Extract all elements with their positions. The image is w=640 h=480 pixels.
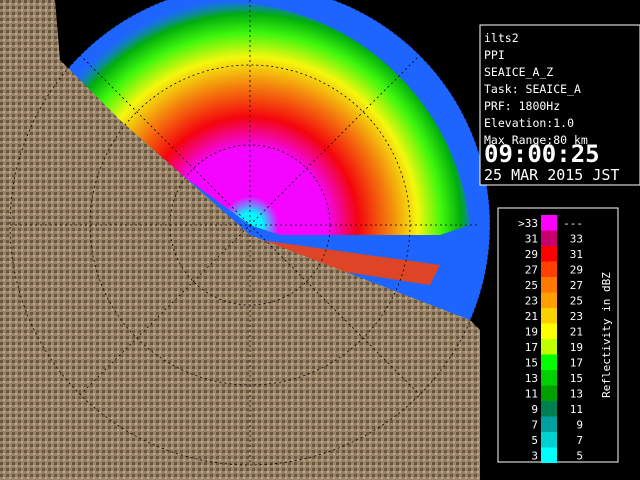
legend-label-high: 29: [570, 264, 583, 277]
legend-swatch: [541, 246, 557, 262]
land: [0, 0, 480, 480]
legend-swatch: [541, 277, 557, 293]
info-line: PRF: 1800Hz: [484, 99, 560, 113]
legend-swatch: [541, 354, 557, 370]
legend-swatch: [541, 447, 557, 463]
legend-label-high: 33: [570, 233, 583, 246]
legend-swatch: [541, 401, 557, 417]
echo-main: [45, 2, 470, 235]
info-panel: ilts2 PPI SEAICE_A_Z Task: SEAICE_A PRF: 180…: [484, 31, 619, 184]
legend-label-high: 31: [570, 248, 583, 261]
legend-label-high: 23: [570, 310, 583, 323]
legend-label-low: 15: [525, 357, 538, 370]
info-box: [479, 24, 640, 186]
range-rings: [9, 0, 491, 466]
legend-swatch: [541, 261, 557, 277]
legend-label-high: 27: [570, 279, 583, 292]
legend-swatch: [541, 432, 557, 448]
legend-label-high: 9: [576, 419, 583, 432]
legend-swatch: [541, 230, 557, 246]
echo-band: [260, 240, 440, 285]
legend-label-low: 17: [525, 341, 538, 354]
legend-label-low: 19: [525, 326, 538, 339]
legend-label-low: 7: [531, 419, 538, 432]
legend-swatch: [541, 416, 557, 432]
legend-title: Reflectivity in dBZ: [600, 272, 613, 398]
legend-swatch: [541, 339, 557, 355]
legend-label-low: 5: [531, 434, 538, 447]
info-line: Task: SEAICE_A: [484, 82, 581, 96]
legend-swatch: [541, 370, 557, 386]
legend-label-high: 19: [570, 341, 583, 354]
info-line: Elevation:1.0: [484, 116, 574, 130]
legend-swatch: [541, 308, 557, 324]
legend-swatch: [541, 215, 557, 231]
legend-label-low: 21: [525, 310, 538, 323]
legend: >33 --- 31 33 29 31 27 29 25 27 23 25 21 23 19 21 17 19 15…: [518, 215, 583, 463]
date: 25 MAR 2015 JST: [484, 166, 619, 184]
legend-swatch: [541, 385, 557, 401]
legend-label-low: >33: [518, 217, 538, 230]
legend-label-low: 25: [525, 279, 538, 292]
info-line: SEAICE_A_Z: [484, 65, 553, 79]
legend-label-low: 31: [525, 233, 538, 246]
legend-label-high: ---: [563, 217, 583, 230]
info-line: PPI: [484, 48, 505, 62]
legend-label-low: 29: [525, 248, 538, 261]
info-line: Max Range:80 km: [484, 133, 588, 147]
legend-box: [497, 207, 619, 463]
legend-label-low: 9: [531, 403, 538, 416]
legend-label-high: 17: [570, 357, 583, 370]
legend-label-high: 15: [570, 372, 583, 385]
legend-label-high: 13: [570, 388, 583, 401]
time: 09:00:25: [484, 140, 600, 168]
legend-label-low: 3: [531, 450, 538, 463]
legend-label-low: 11: [525, 388, 538, 401]
legend-swatch: [541, 323, 557, 339]
legend-label-high: 7: [576, 434, 583, 447]
info-line: ilts2: [484, 31, 519, 45]
legend-label-low: 13: [525, 372, 538, 385]
legend-label-high: 11: [570, 403, 583, 416]
legend-label-high: 25: [570, 295, 583, 308]
legend-label-high: 21: [570, 326, 583, 339]
legend-label-high: 5: [576, 450, 583, 463]
legend-label-low: 27: [525, 264, 538, 277]
legend-swatch: [541, 292, 557, 308]
legend-label-low: 23: [525, 295, 538, 308]
